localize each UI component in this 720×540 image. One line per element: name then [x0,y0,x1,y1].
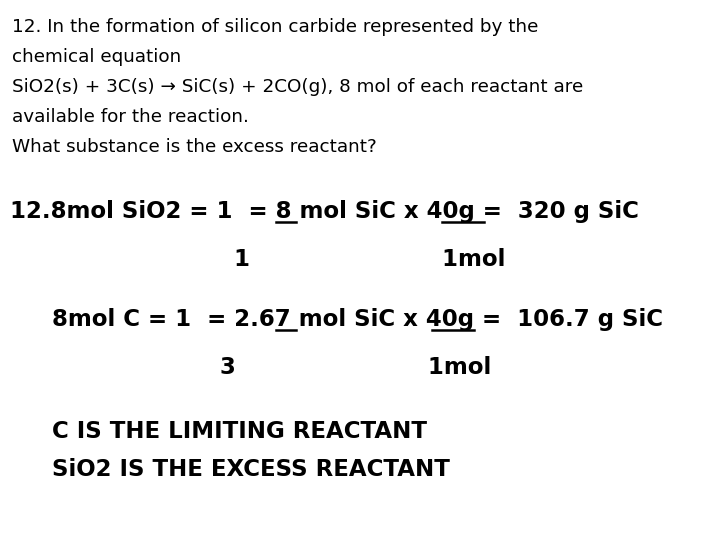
Text: available for the reaction.: available for the reaction. [12,108,249,126]
Text: 12.8mol SiO2 = 1  = 8 mol SiC x 40g =  320 g SiC: 12.8mol SiO2 = 1 = 8 mol SiC x 40g = 320… [10,200,639,223]
Text: SiO2(s) + 3C(s) → SiC(s) + 2CO(g), 8 mol of each reactant are: SiO2(s) + 3C(s) → SiC(s) + 2CO(g), 8 mol… [12,78,583,96]
Text: 8mol C = 1  = 2.67 mol SiC x 40g =  106.7 g SiC: 8mol C = 1 = 2.67 mol SiC x 40g = 106.7 … [52,308,663,331]
Text: 1                        1mol: 1 1mol [234,248,505,271]
Text: C IS THE LIMITING REACTANT: C IS THE LIMITING REACTANT [52,420,427,443]
Text: What substance is the excess reactant?: What substance is the excess reactant? [12,138,377,156]
Text: 12. In the formation of silicon carbide represented by the: 12. In the formation of silicon carbide … [12,18,539,36]
Text: SiO2 IS THE EXCESS REACTANT: SiO2 IS THE EXCESS REACTANT [52,458,450,481]
Text: chemical equation: chemical equation [12,48,181,66]
Text: 3                        1mol: 3 1mol [220,356,491,379]
